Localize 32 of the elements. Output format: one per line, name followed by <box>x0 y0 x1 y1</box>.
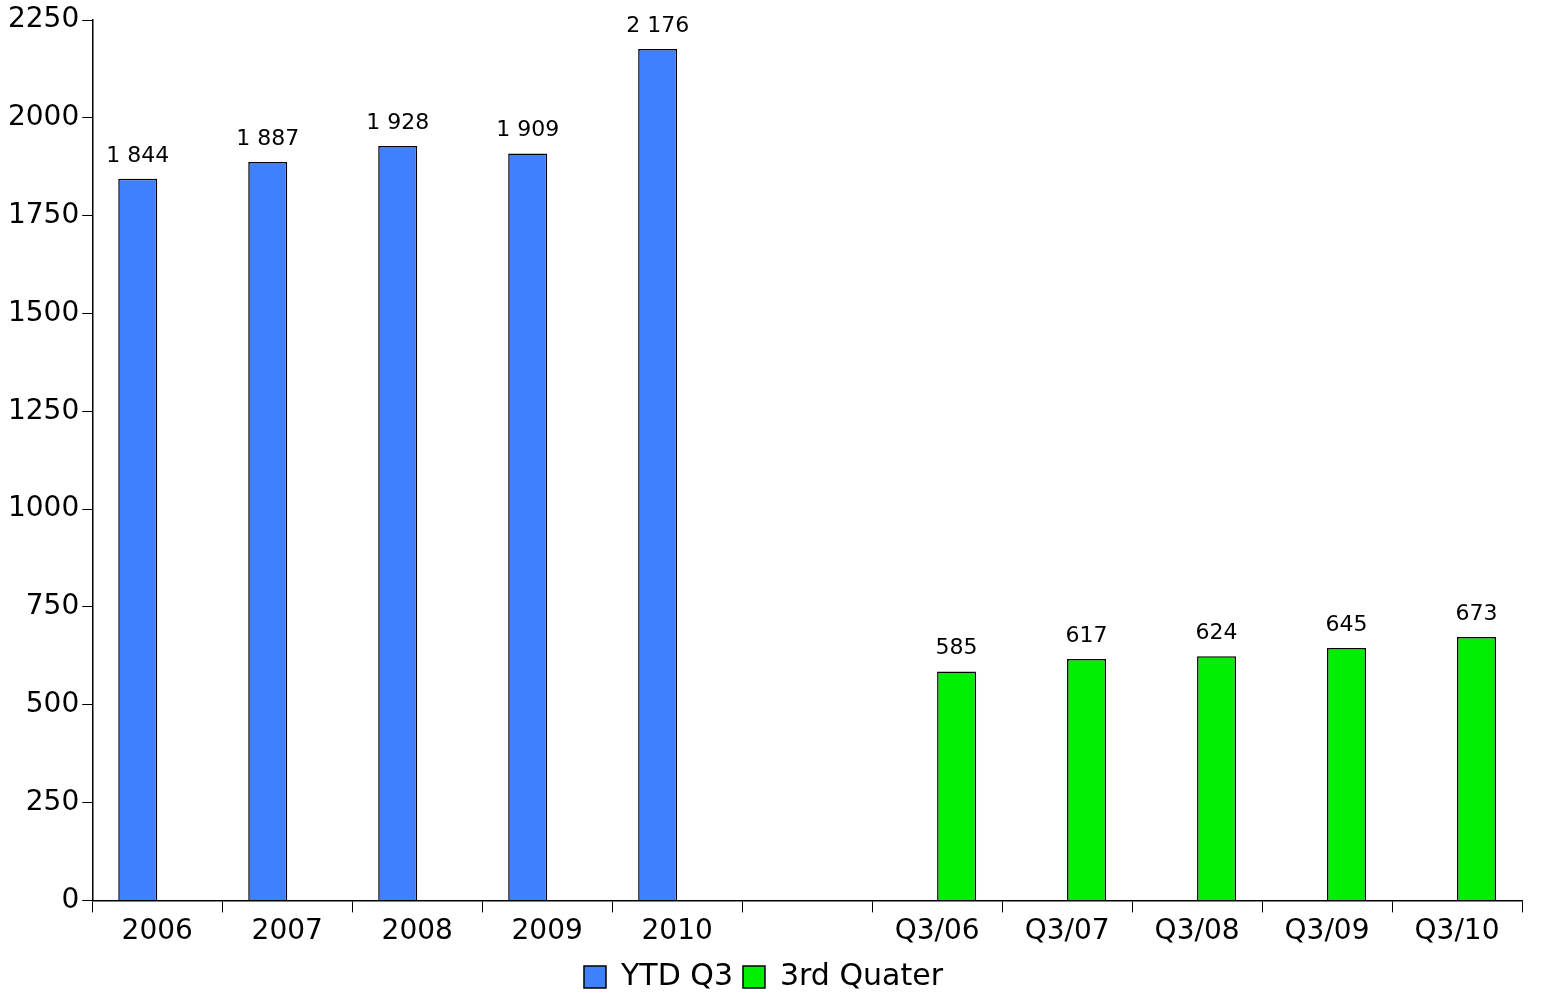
data-label: 2 176 <box>626 11 690 37</box>
data-label: 585 <box>935 634 978 660</box>
x-tick-label: 2007 <box>251 913 323 947</box>
legend-label: YTD Q3 <box>619 956 733 992</box>
data-label: 1 928 <box>366 108 430 134</box>
y-tick-label: 2250 <box>7 1 80 35</box>
y-tick-label: 500 <box>25 686 80 720</box>
x-tick-label: 2008 <box>381 913 453 947</box>
x-tick-label: Q3/06 <box>894 913 980 947</box>
x-tick-label: 2006 <box>121 913 193 947</box>
data-label: 673 <box>1455 599 1498 625</box>
data-label: 624 <box>1195 618 1238 644</box>
y-tick-label: 1500 <box>7 294 80 328</box>
data-label: 1 844 <box>106 141 170 167</box>
y-tick-label: 1000 <box>7 490 80 524</box>
y-tick-label: 0 <box>61 881 80 915</box>
x-tick-label: Q3/08 <box>1154 913 1240 947</box>
x-tick-label: Q3/07 <box>1024 913 1110 947</box>
data-label: 645 <box>1325 610 1368 636</box>
y-tick-label: 2000 <box>7 99 80 133</box>
x-tick-label: 2010 <box>641 913 713 947</box>
x-tick-label: Q3/10 <box>1414 913 1500 947</box>
y-tick-label: 1250 <box>7 392 80 426</box>
data-label: 1 887 <box>236 124 300 150</box>
legend-label: 3rd Quater <box>779 956 944 992</box>
data-label: 617 <box>1065 621 1108 647</box>
y-tick-label: 250 <box>25 783 80 817</box>
x-tick-label: Q3/09 <box>1284 913 1370 947</box>
data-label: 1 909 <box>496 116 560 142</box>
y-tick-label: 750 <box>25 588 80 622</box>
y-tick-label: 1750 <box>7 196 80 230</box>
x-tick-label: 2009 <box>511 913 583 947</box>
